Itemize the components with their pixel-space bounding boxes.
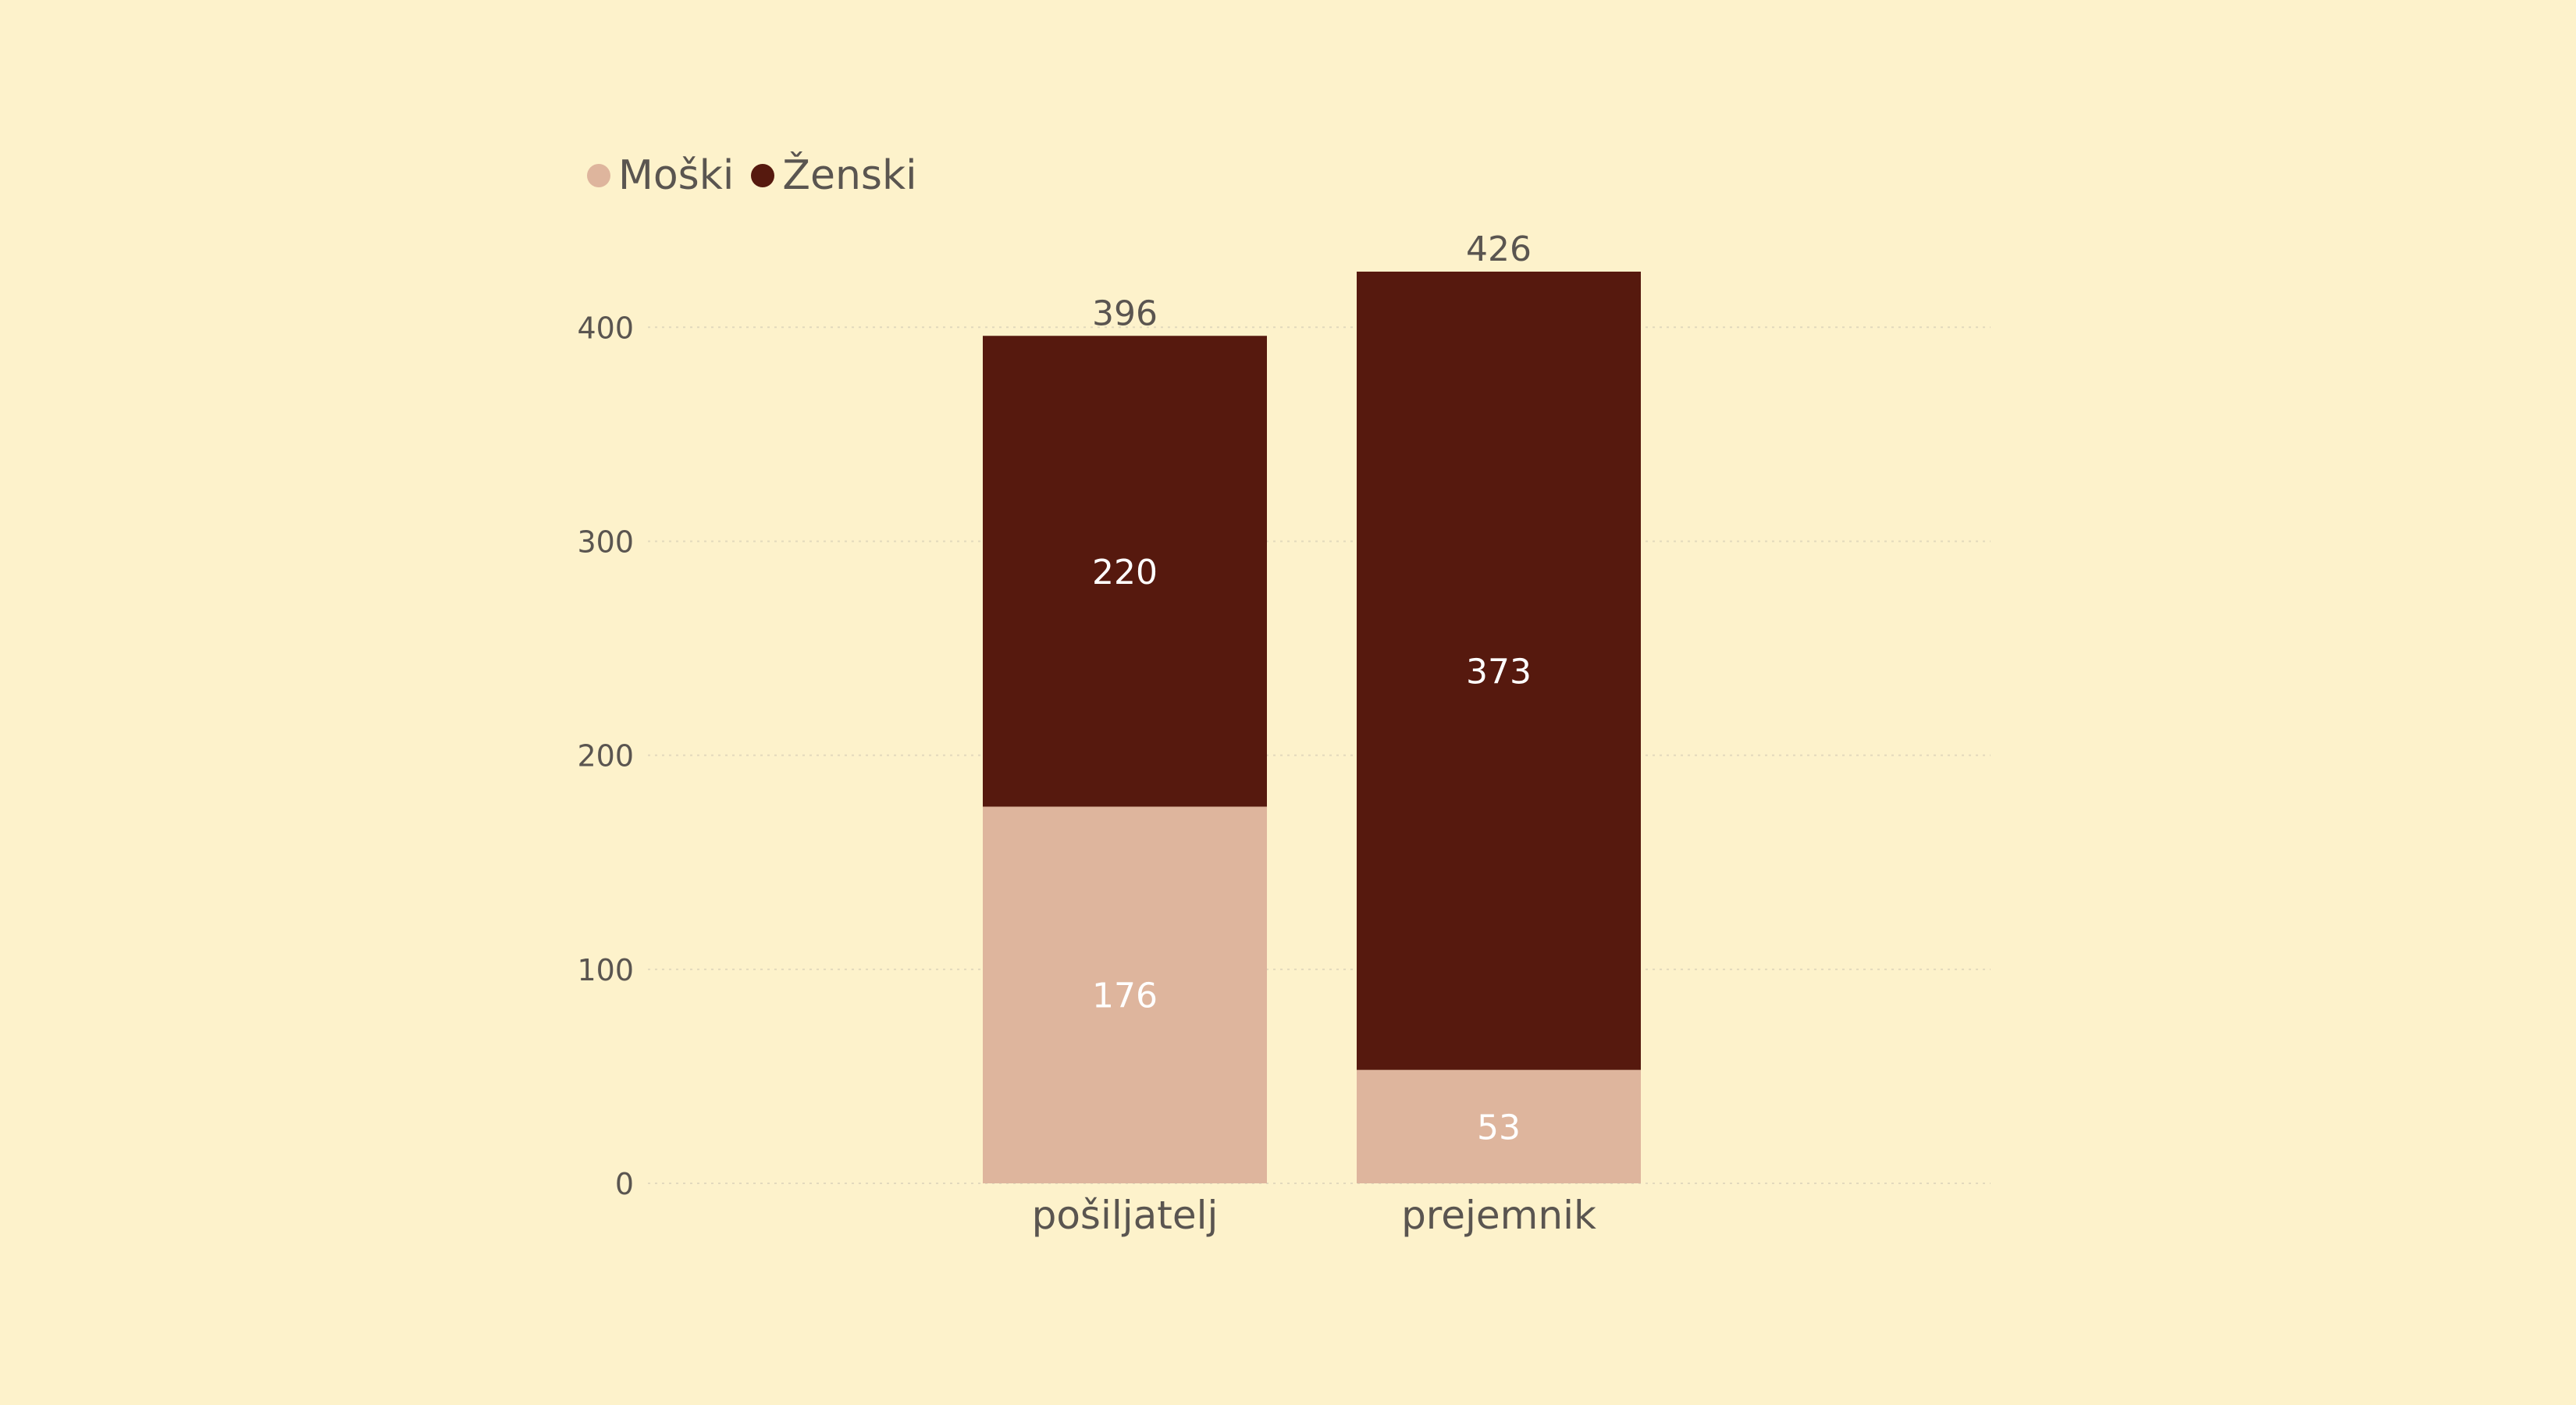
legend-item-zenski[interactable]: Ženski bbox=[751, 152, 917, 199]
x-axis: pošiljatelj prejemnik bbox=[1032, 1193, 1596, 1238]
data-label: 220 bbox=[1092, 553, 1158, 592]
data-label: 53 bbox=[1477, 1108, 1521, 1147]
legend-label-moski: Moški bbox=[618, 152, 735, 199]
gridlines bbox=[648, 326, 1991, 1184]
legend-label-zenski: Ženski bbox=[782, 152, 917, 199]
bar-prejemnik-Moški[interactable] bbox=[1357, 1069, 1641, 1183]
x-tick-label: pošiljatelj bbox=[1032, 1193, 1219, 1238]
y-tick-label: 0 bbox=[615, 1167, 634, 1201]
bar-prejemnik-Ženski[interactable] bbox=[1357, 272, 1641, 1070]
data-label: 373 bbox=[1466, 652, 1532, 692]
y-tick-label: 200 bbox=[577, 739, 634, 774]
y-tick-label: 300 bbox=[577, 525, 634, 559]
legend-item-moski[interactable]: Moški bbox=[587, 155, 734, 196]
data-labels: 176 220 396 53 373 426 bbox=[1092, 229, 1532, 1147]
bar-pošiljatelj-Ženski[interactable] bbox=[983, 336, 1267, 807]
x-tick-label: prejemnik bbox=[1401, 1193, 1596, 1238]
y-tick-label: 400 bbox=[577, 311, 634, 345]
total-label: 396 bbox=[1092, 293, 1158, 333]
data-label: 176 bbox=[1092, 976, 1158, 1016]
legend: Moški Ženski bbox=[587, 148, 934, 203]
legend-swatch-zenski bbox=[751, 164, 775, 187]
y-tick-label: 100 bbox=[577, 953, 634, 987]
legend-swatch-moski bbox=[587, 164, 610, 187]
y-axis: 0 100 200 300 400 bbox=[577, 311, 634, 1201]
bar-pošiljatelj-Moški[interactable] bbox=[983, 806, 1267, 1183]
bars bbox=[983, 272, 1641, 1183]
total-label: 426 bbox=[1466, 229, 1532, 269]
